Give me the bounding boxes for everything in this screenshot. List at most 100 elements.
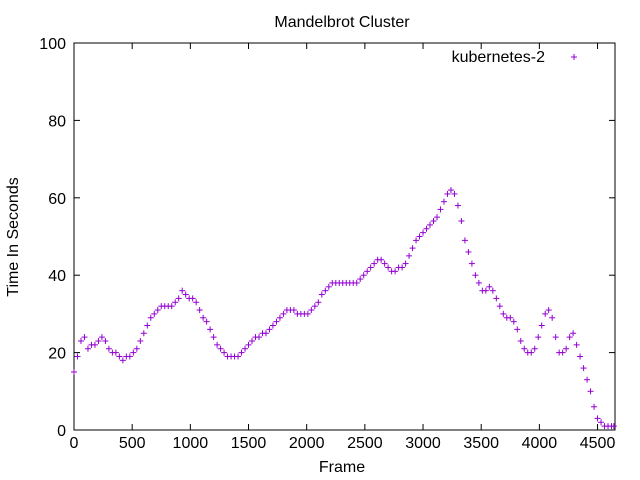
data-point	[545, 307, 552, 314]
data-point	[81, 334, 88, 341]
data-point	[500, 310, 507, 317]
data-point	[95, 337, 102, 344]
data-point	[447, 187, 454, 194]
data-point	[610, 423, 617, 430]
data-point	[587, 388, 594, 395]
data-point	[210, 334, 217, 341]
data-point	[517, 337, 524, 344]
data-point	[458, 218, 465, 225]
data-point	[151, 310, 158, 317]
data-point	[196, 307, 203, 314]
data-point	[594, 415, 601, 422]
y-tick-label: 60	[48, 191, 66, 208]
y-axis-title: Time In Seconds	[5, 177, 22, 296]
data-point	[119, 357, 126, 364]
y-tick-label: 100	[39, 36, 66, 53]
data-point	[98, 334, 105, 341]
data-point	[538, 322, 545, 329]
data-point	[444, 190, 451, 197]
data-point	[402, 260, 409, 267]
data-point	[311, 303, 318, 310]
data-point	[269, 322, 276, 329]
data-point	[74, 353, 81, 360]
data-point	[573, 341, 580, 348]
x-tick-label: 4000	[522, 435, 558, 452]
data-point	[465, 248, 472, 255]
data-point	[454, 202, 461, 209]
data-point	[360, 272, 367, 279]
data-point	[399, 264, 406, 271]
data-point	[147, 314, 154, 321]
data-point	[420, 229, 427, 236]
x-tick-label: 2000	[289, 435, 325, 452]
plot-border	[73, 42, 616, 431]
data-point	[440, 198, 447, 205]
data-point	[364, 268, 371, 275]
data-point	[276, 314, 283, 321]
data-point	[214, 341, 221, 348]
data-point	[413, 237, 420, 244]
data-point	[392, 268, 399, 275]
data-point	[238, 349, 245, 356]
chart-title: Mandelbrot Cluster	[274, 14, 410, 31]
data-point	[130, 349, 137, 356]
data-point	[102, 337, 109, 344]
legend: kubernetes-2	[452, 49, 577, 66]
data-point	[521, 345, 528, 352]
y-tick-label: 80	[48, 113, 66, 130]
data-point	[84, 345, 91, 352]
x-tick-label: 3500	[463, 435, 499, 452]
data-point	[472, 272, 479, 279]
data-point	[168, 303, 175, 310]
data-point	[542, 310, 549, 317]
data-point	[507, 314, 514, 321]
data-point	[235, 353, 242, 360]
x-tick-label: 2500	[347, 435, 383, 452]
data-points	[71, 187, 617, 430]
data-point	[207, 326, 214, 333]
data-point	[217, 345, 224, 352]
data-point	[486, 283, 493, 290]
data-point	[144, 322, 151, 329]
data-point	[489, 287, 496, 294]
data-point	[531, 345, 538, 352]
x-tick-label: 3000	[405, 435, 441, 452]
data-point	[570, 330, 577, 337]
data-point	[112, 349, 119, 356]
data-point	[423, 225, 430, 232]
data-point	[315, 299, 322, 306]
legend-marker	[571, 54, 577, 60]
data-point	[514, 326, 521, 333]
data-point	[77, 337, 84, 344]
data-point	[437, 206, 444, 213]
data-point	[133, 345, 140, 352]
data-point	[493, 295, 500, 302]
data-point	[559, 349, 566, 356]
x-tick-label: 1000	[173, 435, 209, 452]
data-point	[137, 337, 144, 344]
x-tick-label: 4500	[580, 435, 616, 452]
data-point	[179, 287, 186, 294]
data-point	[304, 310, 311, 317]
data-point	[322, 287, 329, 294]
data-point	[175, 295, 182, 302]
legend-label: kubernetes-2	[452, 49, 545, 66]
data-point	[563, 345, 570, 352]
y-tick-label: 0	[57, 423, 66, 440]
data-point	[325, 283, 332, 290]
data-point	[468, 260, 475, 267]
data-point	[357, 276, 364, 283]
data-point	[318, 291, 325, 298]
data-point	[140, 330, 147, 337]
data-point	[193, 299, 200, 306]
y-axis: 0 20 40 60 80 100	[39, 36, 615, 440]
x-tick-label: 500	[119, 435, 146, 452]
data-point	[290, 307, 297, 314]
data-point	[552, 334, 559, 341]
y-tick-label: 40	[48, 268, 66, 285]
data-point	[154, 307, 161, 314]
data-point	[367, 264, 374, 271]
x-axis: 0 500 1000 1500 2000 2500 3000 3500 4000 4500	[70, 43, 616, 452]
data-point	[353, 279, 360, 286]
